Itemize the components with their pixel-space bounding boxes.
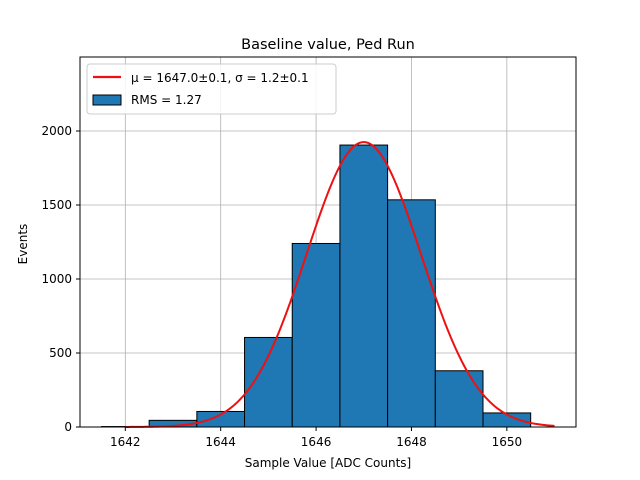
x-axis-ticks: 1642 1644 1646 1648 1650 <box>110 427 522 449</box>
histogram-bar <box>387 199 436 428</box>
x-tick-label: 1642 <box>110 435 141 449</box>
histogram-bar <box>291 242 341 428</box>
x-axis-label: Sample Value [ADC Counts] <box>245 456 411 470</box>
gaussian-fit-curve <box>125 141 555 428</box>
histogram-bar <box>244 336 293 428</box>
histogram-bar <box>339 144 389 428</box>
histogram-bars <box>100 144 532 428</box>
x-tick-label: 1644 <box>205 435 236 449</box>
legend-fit-label: μ = 1647.0±0.1, σ = 1.2±0.1 <box>131 71 309 85</box>
y-axis-label: Events <box>16 224 30 265</box>
legend-histogram-label: RMS = 1.27 <box>131 93 202 107</box>
y-axis-ticks: 0 500 1000 1500 2000 <box>41 124 80 434</box>
x-tick-label: 1648 <box>396 435 427 449</box>
y-tick-label: 0 <box>64 420 72 434</box>
legend: μ = 1647.0±0.1, σ = 1.2±0.1 RMS = 1.27 <box>86 63 337 115</box>
chart-title: Baseline value, Ped Run <box>241 37 415 53</box>
y-tick-label: 1500 <box>41 198 72 212</box>
legend-box <box>86 63 337 115</box>
x-tick-label: 1646 <box>301 435 332 449</box>
y-tick-label: 2000 <box>41 124 72 138</box>
y-tick-label: 1000 <box>41 272 72 286</box>
y-tick-label: 500 <box>49 346 72 360</box>
legend-histogram-swatch <box>92 94 122 106</box>
histogram-bar <box>434 370 484 428</box>
x-tick-label: 1650 <box>492 435 523 449</box>
plot-frame <box>79 56 577 428</box>
